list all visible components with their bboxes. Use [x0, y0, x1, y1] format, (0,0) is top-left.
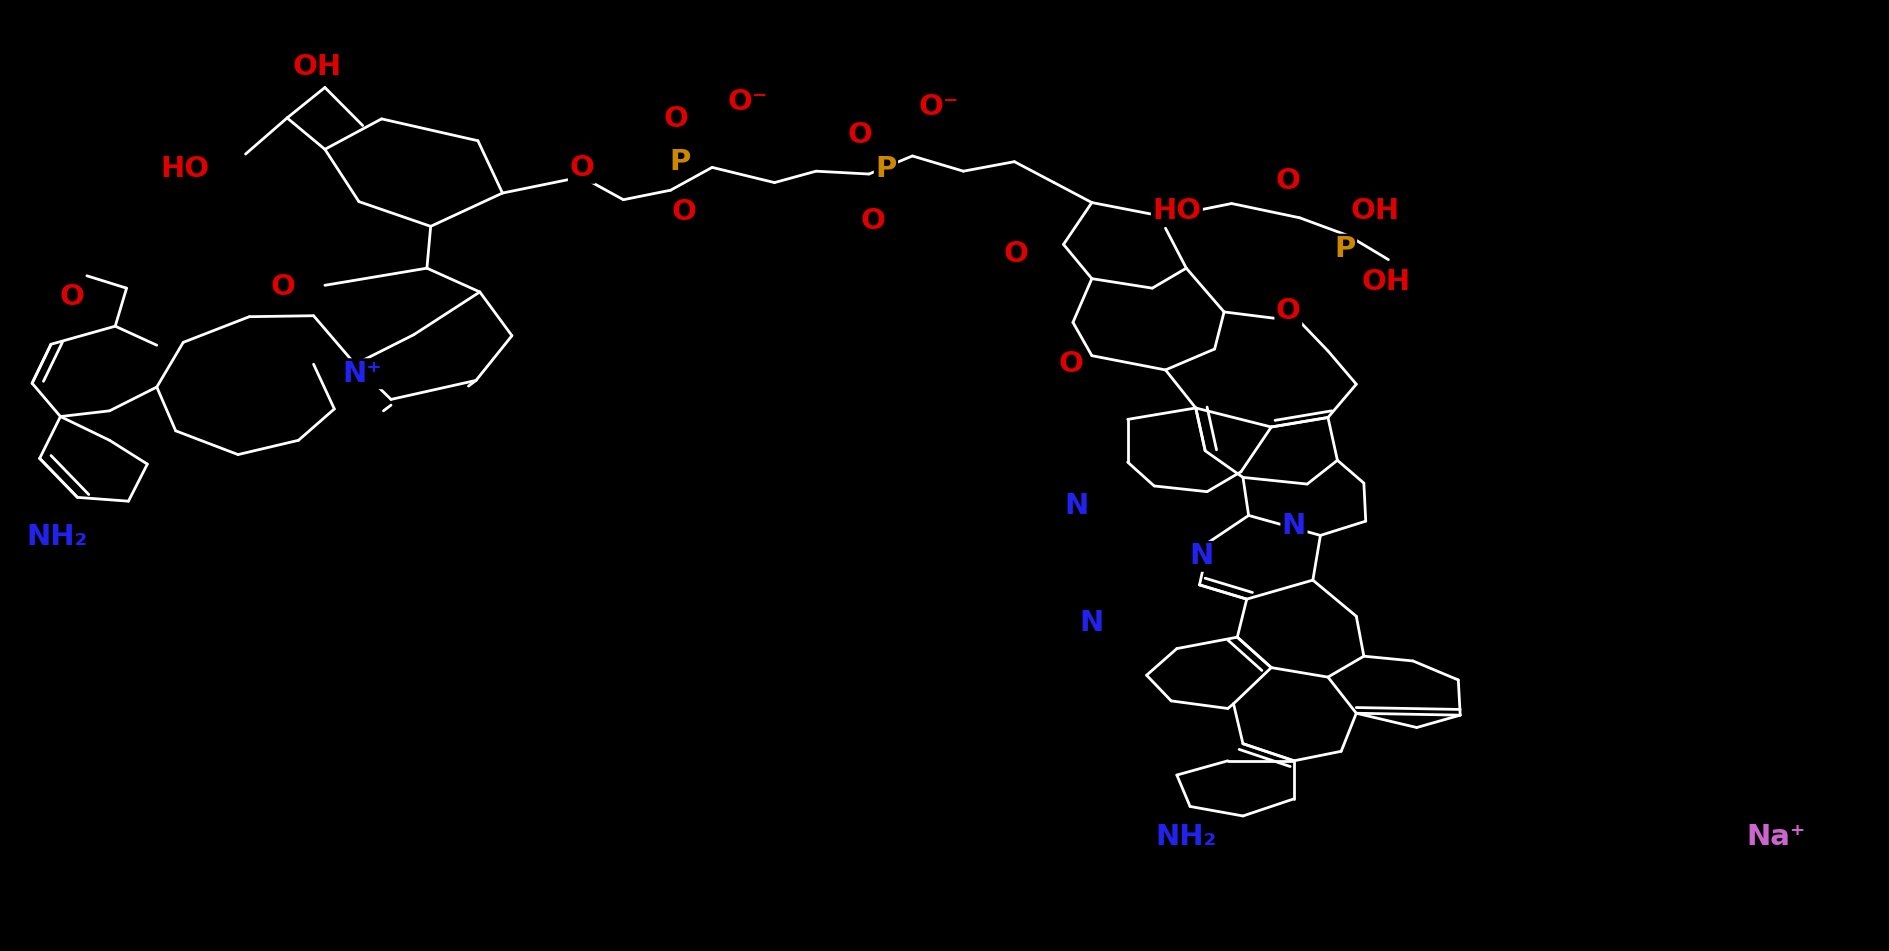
Text: O⁻: O⁻: [727, 87, 769, 116]
Text: N: N: [1081, 609, 1103, 637]
Text: O: O: [846, 121, 873, 149]
Text: OH: OH: [293, 52, 342, 81]
Text: N: N: [1065, 492, 1088, 520]
Text: O: O: [1275, 166, 1302, 195]
Text: O: O: [1003, 240, 1030, 268]
Text: Na⁺: Na⁺: [1745, 823, 1806, 851]
Text: OH: OH: [1351, 197, 1400, 225]
Text: O: O: [671, 198, 697, 226]
Text: O: O: [59, 282, 85, 311]
Text: NH₂: NH₂: [26, 523, 87, 552]
Text: O: O: [270, 273, 297, 301]
Text: NH₂: NH₂: [1156, 823, 1217, 851]
Text: O: O: [859, 206, 886, 235]
Text: HO: HO: [161, 155, 210, 184]
Text: N⁺: N⁺: [342, 359, 383, 388]
Text: O: O: [663, 105, 689, 133]
Text: N: N: [1283, 512, 1305, 540]
Text: OH: OH: [1362, 268, 1411, 297]
Text: P: P: [1334, 235, 1356, 263]
Text: P: P: [875, 155, 897, 184]
Text: P: P: [669, 147, 691, 176]
Text: N: N: [1190, 542, 1213, 571]
Text: HO: HO: [1152, 197, 1201, 225]
Text: O: O: [1058, 350, 1084, 378]
Text: O⁻: O⁻: [918, 92, 960, 121]
Text: O: O: [1275, 297, 1302, 325]
Text: O: O: [569, 154, 595, 183]
